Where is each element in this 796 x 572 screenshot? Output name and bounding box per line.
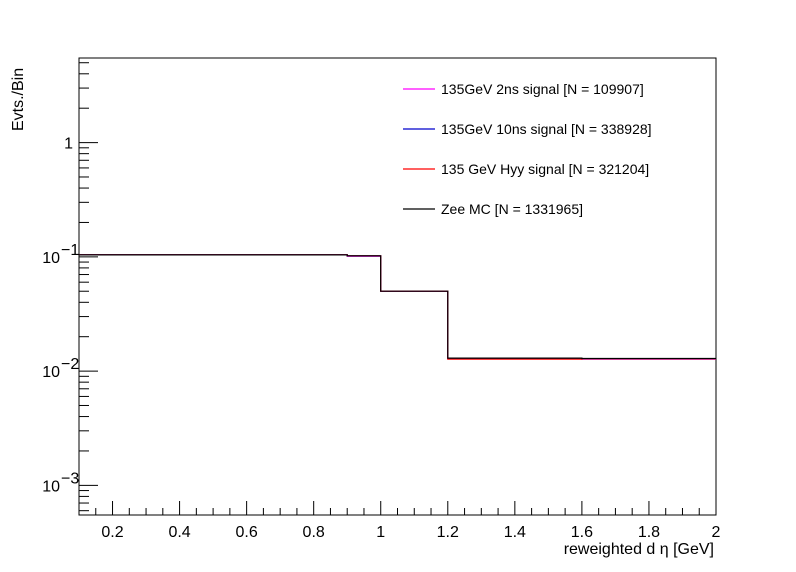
y-tick-exponent: −2 <box>61 356 79 373</box>
x-tick-label: 1.2 <box>437 524 459 541</box>
x-tick-label: 2 <box>712 524 721 541</box>
series-line-1 <box>79 254 716 360</box>
legend-entry: 135GeV 10ns signal [N = 338928] <box>441 121 652 137</box>
legend-entry: 135GeV 2ns signal [N = 109907] <box>441 81 644 97</box>
x-tick-label: 0.4 <box>168 524 190 541</box>
x-axis: 0.2 0.4 0.6 0.8 1 1.2 1.4 1.6 1.8 2 <box>78 501 721 541</box>
x-axis-title: reweighted d η [GeV] <box>564 541 714 558</box>
x-tick-label: 1.6 <box>571 524 593 541</box>
y-tick-exponent: −1 <box>61 242 79 259</box>
series-line-0 <box>79 254 716 360</box>
x-tick-label: 0.6 <box>236 524 258 541</box>
legend: 135GeV 2ns signal [N = 109907] 135GeV 10n… <box>403 81 652 217</box>
series-line-3 <box>79 254 716 360</box>
x-tick-label: 1.8 <box>638 524 660 541</box>
y-tick-label: 10 <box>42 478 60 495</box>
legend-entry: Zee MC [N = 1331965] <box>441 201 583 217</box>
y-tick-label: 10 <box>42 364 60 381</box>
legend-entry: 135 GeV Hyy signal [N = 321204] <box>441 161 649 177</box>
histogram-lines <box>79 254 716 360</box>
y-axis: 10 −310 −210 −11 <box>42 62 98 512</box>
y-tick-label: 1 <box>64 136 73 153</box>
y-tick-exponent: −3 <box>61 470 79 487</box>
x-tick-label: 1.4 <box>504 524 526 541</box>
y-tick-label: 10 <box>42 250 60 267</box>
x-tick-label: 0.2 <box>101 524 123 541</box>
x-tick-label: 0.8 <box>303 524 325 541</box>
x-tick-label: 1 <box>376 524 385 541</box>
series-line-2 <box>79 254 716 360</box>
y-axis-title: Evts./Bin <box>10 68 27 131</box>
